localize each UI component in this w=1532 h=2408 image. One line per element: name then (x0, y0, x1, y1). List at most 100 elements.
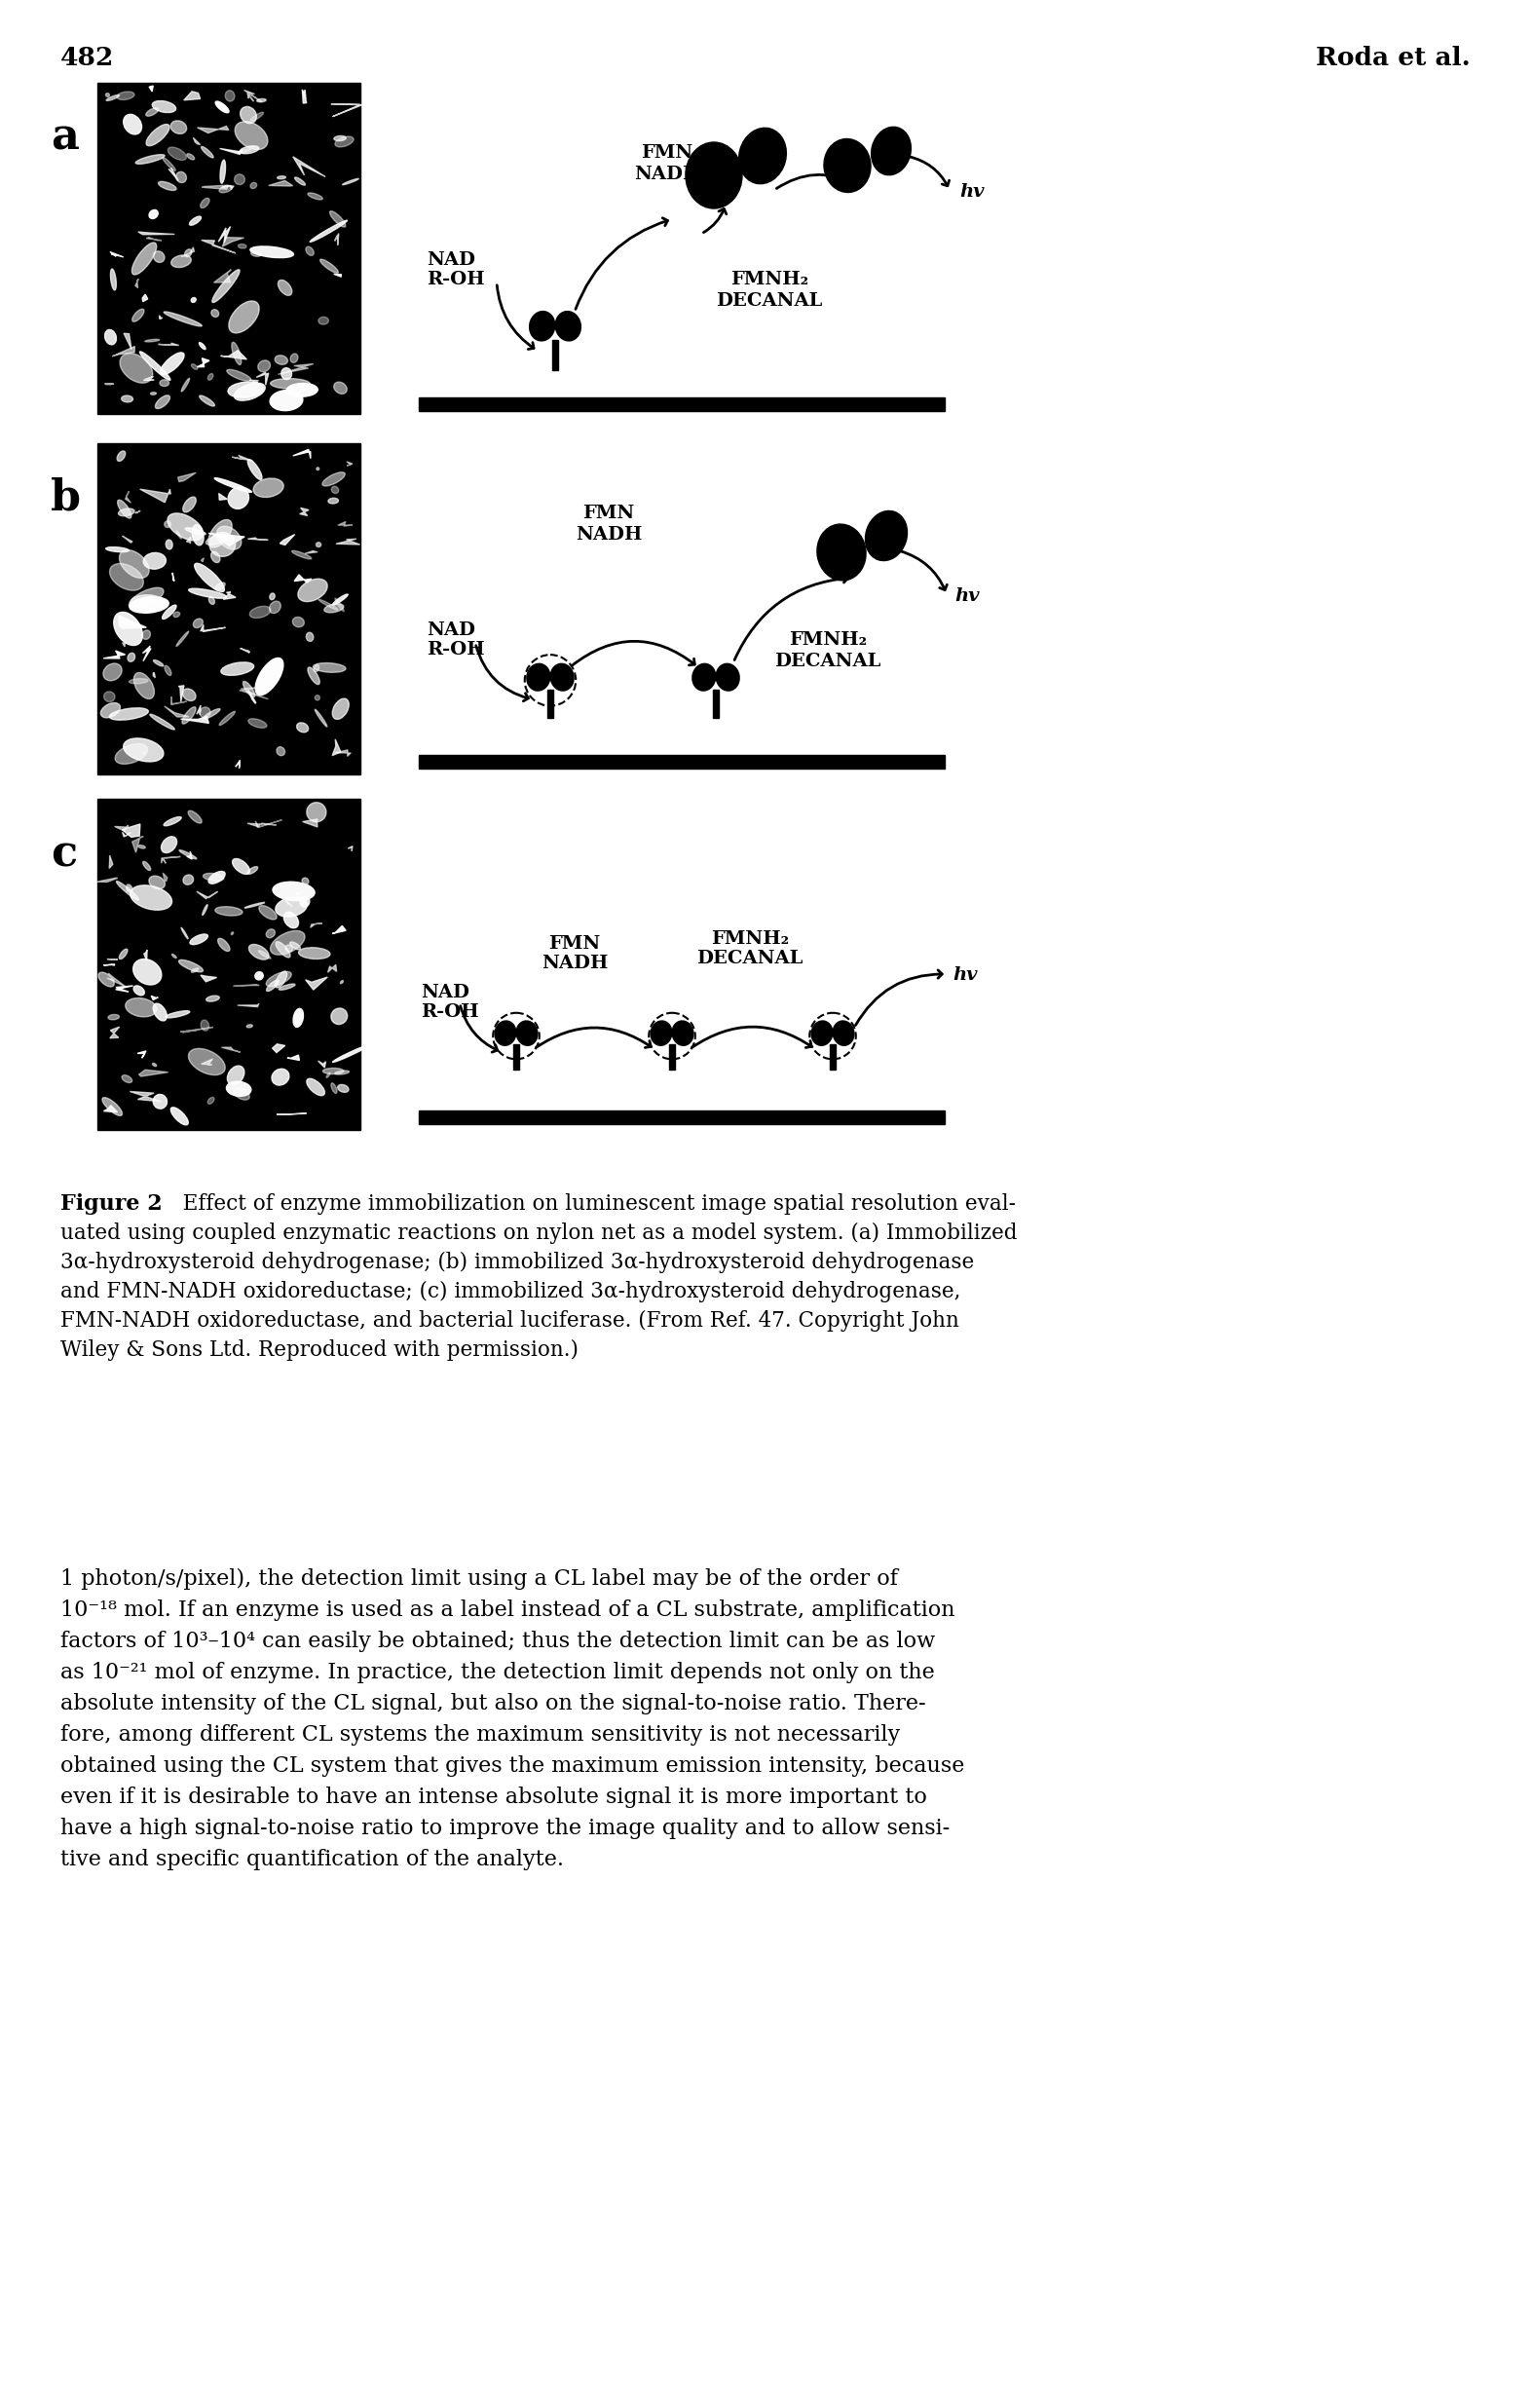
Polygon shape (244, 89, 262, 101)
Text: NAD: NAD (426, 250, 475, 270)
Ellipse shape (686, 142, 741, 209)
Ellipse shape (276, 898, 308, 917)
Bar (513, 1045, 519, 1069)
Polygon shape (198, 125, 228, 132)
Polygon shape (336, 539, 360, 544)
Ellipse shape (336, 597, 345, 612)
Polygon shape (268, 181, 293, 185)
Polygon shape (348, 845, 352, 850)
Ellipse shape (219, 710, 234, 725)
Ellipse shape (282, 368, 291, 380)
Text: absolute intensity of the CL signal, but also on the signal-to-noise ratio. Ther: absolute intensity of the CL signal, but… (60, 1693, 925, 1714)
Ellipse shape (248, 944, 268, 961)
Ellipse shape (274, 356, 288, 364)
Text: 1 photon/s/pixel), the detection limit using a CL label may be of the order of: 1 photon/s/pixel), the detection limit u… (60, 1568, 898, 1589)
Ellipse shape (343, 178, 358, 185)
Ellipse shape (104, 691, 115, 701)
Ellipse shape (306, 1079, 325, 1096)
Ellipse shape (165, 1011, 190, 1019)
Ellipse shape (738, 128, 786, 183)
Ellipse shape (153, 660, 164, 667)
Polygon shape (328, 966, 337, 973)
Text: NAD: NAD (421, 985, 469, 1002)
Ellipse shape (225, 92, 234, 101)
Ellipse shape (495, 1021, 516, 1045)
Ellipse shape (326, 1072, 331, 1079)
Ellipse shape (176, 171, 187, 183)
Polygon shape (319, 1062, 326, 1067)
Ellipse shape (267, 970, 291, 987)
Ellipse shape (276, 942, 290, 958)
Ellipse shape (257, 361, 270, 371)
Ellipse shape (172, 255, 192, 267)
Ellipse shape (211, 270, 239, 303)
Polygon shape (247, 94, 254, 101)
Polygon shape (346, 462, 352, 465)
Text: 482: 482 (60, 46, 115, 70)
Text: DECANAL: DECANAL (697, 949, 803, 968)
Ellipse shape (337, 1084, 349, 1093)
Polygon shape (169, 169, 178, 181)
Ellipse shape (130, 595, 165, 612)
Ellipse shape (133, 958, 161, 985)
Ellipse shape (833, 1021, 853, 1045)
Ellipse shape (824, 140, 870, 193)
Polygon shape (123, 643, 126, 648)
Ellipse shape (717, 665, 738, 691)
Text: FMN-NADH oxidoreductase, and bacterial luciferase. (From Ref. 47. Copyright John: FMN-NADH oxidoreductase, and bacterial l… (60, 1310, 959, 1332)
Text: NADH: NADH (576, 525, 642, 544)
Polygon shape (224, 592, 236, 600)
Text: uated using coupled enzymatic reactions on nylon net as a model system. (a) Immo: uated using coupled enzymatic reactions … (60, 1223, 1017, 1245)
Ellipse shape (201, 1021, 208, 1031)
Ellipse shape (336, 1072, 349, 1074)
Polygon shape (285, 901, 293, 905)
Ellipse shape (257, 99, 267, 101)
Text: hv: hv (959, 183, 984, 200)
Text: FMN: FMN (642, 144, 692, 161)
Ellipse shape (277, 176, 286, 178)
Ellipse shape (201, 197, 210, 207)
Polygon shape (222, 185, 234, 190)
Ellipse shape (340, 980, 343, 982)
Ellipse shape (334, 383, 346, 395)
Text: 3α-hydroxysteroid dehydrogenase; (b) immobilized 3α-hydroxysteroid dehydrogenase: 3α-hydroxysteroid dehydrogenase; (b) imm… (60, 1252, 974, 1274)
Polygon shape (201, 559, 204, 561)
Text: factors of 10³–10⁴ can easily be obtained; thus the detection limit can be as lo: factors of 10³–10⁴ can easily be obtaine… (60, 1630, 935, 1652)
Ellipse shape (207, 995, 219, 1002)
Ellipse shape (202, 905, 207, 915)
Ellipse shape (110, 563, 144, 590)
Polygon shape (241, 648, 250, 653)
Ellipse shape (155, 395, 170, 409)
Polygon shape (144, 376, 155, 380)
Ellipse shape (167, 513, 204, 539)
Ellipse shape (290, 942, 300, 949)
Polygon shape (222, 238, 244, 246)
Ellipse shape (299, 949, 329, 958)
Ellipse shape (185, 527, 205, 535)
Polygon shape (201, 1060, 213, 1064)
Polygon shape (182, 248, 195, 258)
Ellipse shape (219, 185, 233, 193)
Polygon shape (142, 294, 147, 301)
Text: R-OH: R-OH (426, 270, 484, 289)
Ellipse shape (248, 460, 262, 479)
Ellipse shape (216, 101, 228, 113)
Ellipse shape (234, 1088, 250, 1100)
Ellipse shape (190, 217, 201, 226)
Ellipse shape (129, 679, 149, 684)
Ellipse shape (316, 710, 326, 727)
Polygon shape (161, 857, 165, 864)
Ellipse shape (173, 612, 179, 616)
Ellipse shape (103, 1098, 123, 1115)
Polygon shape (132, 836, 144, 852)
Text: FMN: FMN (582, 506, 634, 523)
Ellipse shape (159, 380, 169, 385)
Polygon shape (187, 537, 190, 544)
Ellipse shape (192, 364, 198, 368)
Polygon shape (293, 157, 325, 176)
Polygon shape (256, 821, 282, 828)
Ellipse shape (216, 527, 242, 549)
Ellipse shape (146, 125, 170, 147)
Polygon shape (138, 1050, 146, 1057)
Ellipse shape (182, 874, 193, 884)
